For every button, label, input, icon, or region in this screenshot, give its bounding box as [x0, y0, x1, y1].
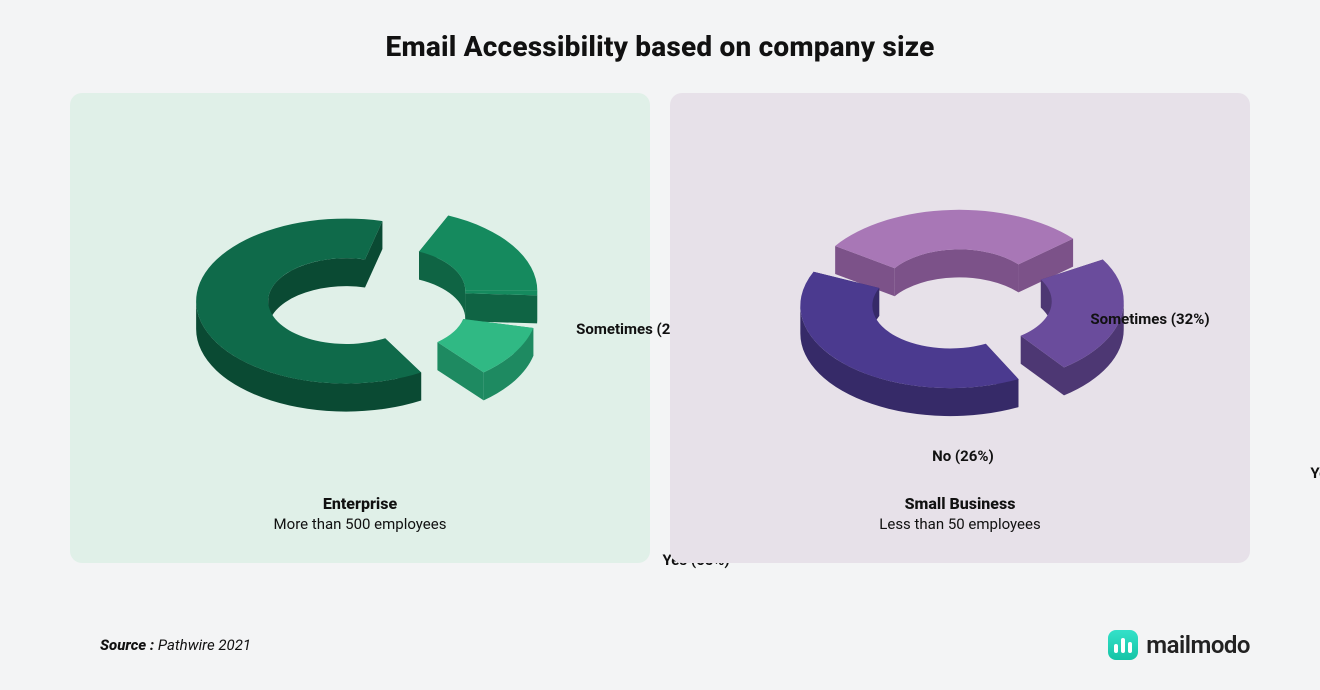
caption-subtitle: More than 500 employees — [70, 515, 650, 533]
panel-enterprise: Enterprise More than 500 employees Yes (… — [70, 93, 650, 563]
donut-slice-sometimes — [419, 215, 537, 323]
panel-small-business: Small Business Less than 50 employees Ye… — [670, 93, 1250, 563]
donut-slice-yes — [196, 218, 421, 411]
mailmodo-icon — [1108, 630, 1138, 660]
source-value: Pathwire 2021 — [158, 636, 251, 654]
caption-title: Small Business — [670, 494, 1250, 513]
source-credit: Source : Pathwire 2021 — [100, 636, 251, 654]
slice-label-no: No (26%) — [932, 447, 994, 465]
donut-slice-yes — [800, 272, 1018, 416]
slice-label-sometimes: Sometimes (32%) — [1090, 310, 1209, 328]
caption-title: Enterprise — [70, 494, 650, 513]
donut-slice-sometimes — [835, 210, 1073, 296]
panels-row: Enterprise More than 500 employees Yes (… — [70, 93, 1250, 563]
slice-label-yes: Yes (42%) — [1310, 464, 1320, 482]
donut-chart-small-business — [770, 170, 1150, 430]
footer: Source : Pathwire 2021 mailmodo — [100, 630, 1250, 660]
donut-chart-enterprise — [170, 170, 550, 430]
brand-name: mailmodo — [1146, 631, 1250, 659]
brand-logo: mailmodo — [1108, 630, 1250, 660]
panel-caption: Enterprise More than 500 employees — [70, 494, 650, 533]
page-title: Email Accessibility based on company siz… — [70, 30, 1250, 63]
donut-slice-no — [437, 319, 533, 400]
page: Email Accessibility based on company siz… — [0, 0, 1320, 690]
panel-caption: Small Business Less than 50 employees — [670, 494, 1250, 533]
source-label: Source : — [100, 636, 154, 654]
caption-subtitle: Less than 50 employees — [670, 515, 1250, 533]
